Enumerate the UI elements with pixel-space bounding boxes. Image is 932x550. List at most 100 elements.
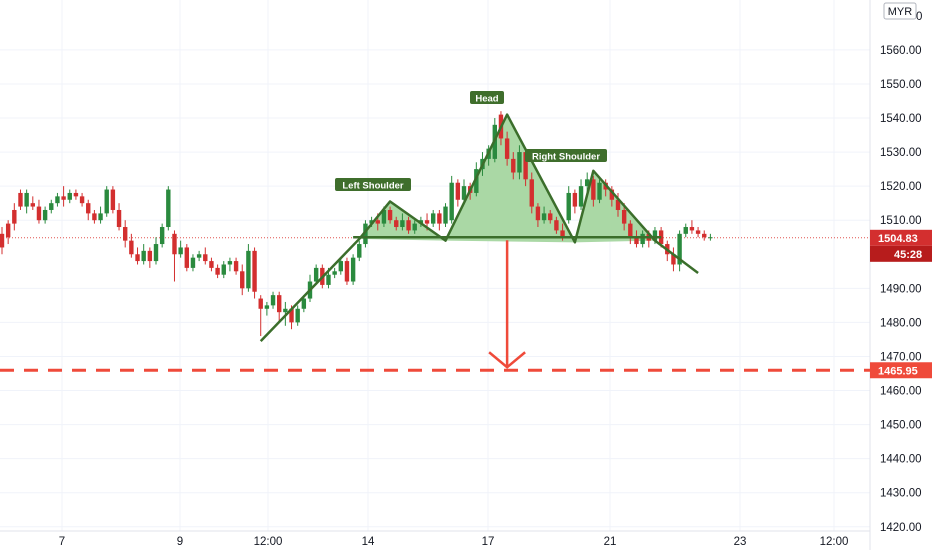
candle-body <box>671 254 676 265</box>
candle-body <box>634 237 639 245</box>
candle-body <box>572 192 578 207</box>
candle-body <box>381 209 387 224</box>
candle-body <box>357 244 362 258</box>
candle-body <box>86 203 91 214</box>
candle-body <box>628 223 633 238</box>
price-tick-label: 1450.00 <box>880 420 922 432</box>
candle-body <box>504 138 510 159</box>
candle-body <box>92 213 97 221</box>
candle-body <box>233 261 239 272</box>
candle-body <box>615 199 621 210</box>
candle-body <box>560 230 565 238</box>
candle-body <box>246 250 251 289</box>
candle-body <box>55 196 60 204</box>
price-axis: 1560.00 1550.00 1540.00 1530.00 1520.00 1510.… <box>880 11 922 534</box>
candle-body <box>36 206 42 221</box>
candle-body <box>129 240 134 255</box>
candle-body <box>708 237 713 239</box>
label-box <box>525 149 607 162</box>
candle-body <box>18 192 23 207</box>
price-tick-label: 1470.00 <box>880 351 922 363</box>
candle-body <box>190 257 196 268</box>
candle-body <box>344 261 350 282</box>
candle-body <box>0 233 5 248</box>
candle-body <box>523 152 528 180</box>
candle-body <box>159 227 165 245</box>
candle-body <box>264 305 270 309</box>
price-tick-label: 1560.00 <box>880 45 922 57</box>
candle-body <box>535 206 541 221</box>
candle-body <box>283 308 288 313</box>
price-tick-label: 1550.00 <box>880 79 922 91</box>
candle-body <box>424 220 430 224</box>
time-tick-label: 7 <box>59 536 65 548</box>
candle-body <box>683 227 688 234</box>
pattern-labels: Left Shoulder Head Right Shoulder <box>335 91 607 192</box>
pattern-zigzag <box>259 113 699 342</box>
currency-badge[interactable]: MYR <box>883 2 917 20</box>
candle-body <box>332 271 337 275</box>
candle-body <box>184 247 189 268</box>
candle-body <box>578 186 584 207</box>
candle-body <box>295 308 300 323</box>
candle-body <box>554 220 559 231</box>
price-tick-label: 1490.00 <box>880 283 922 295</box>
candle-body <box>375 220 380 224</box>
candle-body <box>474 169 479 193</box>
candle-body <box>609 189 615 200</box>
candle-body <box>42 209 48 221</box>
candle-body <box>695 230 701 234</box>
price-tick-label: 0 <box>916 11 922 23</box>
price-tick-label: 1430.00 <box>880 488 922 500</box>
candle-body <box>196 254 202 258</box>
time-tick-label: 17 <box>482 536 495 548</box>
candle-body <box>252 250 257 292</box>
candle-body <box>449 182 454 221</box>
candle-body <box>135 254 140 262</box>
candle-body <box>221 264 226 275</box>
candle-body <box>147 250 153 262</box>
candle-body <box>277 295 282 313</box>
price-tick-label: 1440.00 <box>880 454 922 466</box>
label-box <box>470 91 504 104</box>
candle-body <box>363 223 368 245</box>
candle-body <box>289 308 294 323</box>
candle-body <box>338 261 343 272</box>
time-tick-label: 9 <box>177 536 183 548</box>
label-text: Left Shoulder <box>342 181 404 192</box>
candle-body <box>104 189 109 214</box>
candle-body <box>172 233 177 255</box>
time-tick-label: 23 <box>734 536 747 548</box>
candle-body <box>412 223 417 231</box>
pattern-label: Right Shoulder <box>525 149 607 163</box>
candle-body <box>443 206 448 224</box>
price-tick-label: 1420.00 <box>880 522 922 534</box>
candle-body <box>326 274 331 285</box>
candle-body <box>652 230 658 241</box>
candle-body <box>49 203 54 210</box>
pattern-fill <box>445 114 575 243</box>
time-tick-label: 12:00 <box>820 536 849 548</box>
candle-body <box>141 250 146 262</box>
candle-body <box>116 209 122 228</box>
candle-body <box>178 247 183 255</box>
candle-body <box>461 186 467 200</box>
candle-body <box>431 213 436 224</box>
candle-body <box>153 244 159 262</box>
time-tick-label: 12:00 <box>254 536 283 548</box>
candle-body <box>689 227 695 231</box>
price-tick-label: 1510.00 <box>880 215 922 227</box>
candle-body <box>203 254 208 262</box>
price-tick-label: 1540.00 <box>880 113 922 125</box>
candle-body <box>79 196 85 204</box>
candles <box>0 111 713 337</box>
candle-body <box>5 223 11 238</box>
price-tick-label: 1460.00 <box>880 386 922 398</box>
candle-body <box>240 271 245 289</box>
grid-lines <box>0 0 871 550</box>
candle-body <box>227 261 233 265</box>
candle-body <box>400 220 405 228</box>
candle-body <box>517 152 522 173</box>
time-axis: 7 9 12:00 14 17 21 23 12:00 <box>59 536 849 548</box>
